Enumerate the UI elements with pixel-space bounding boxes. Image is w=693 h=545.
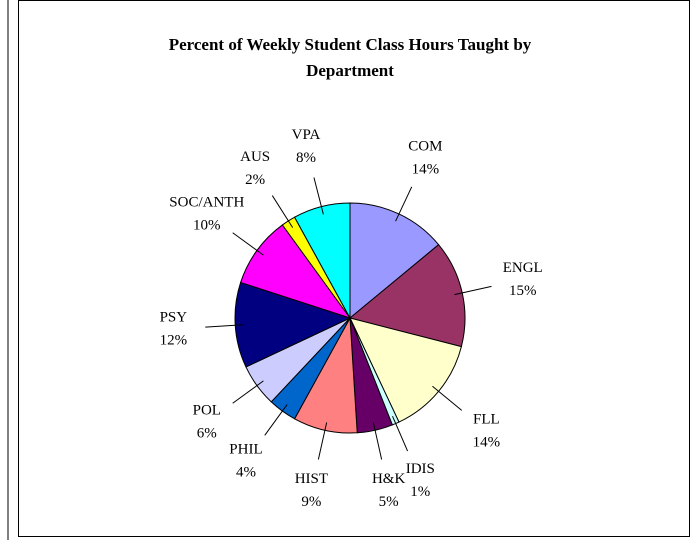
slice-value-label: 4% — [236, 465, 256, 481]
slice-value-label: 14% — [473, 434, 501, 450]
slice-value-label: 14% — [412, 161, 440, 177]
leader-line — [232, 380, 264, 404]
slice-value-label: 10% — [193, 217, 221, 233]
slice-value-label: 8% — [296, 150, 316, 166]
slice-label: SOC/ANTH — [169, 194, 244, 210]
leader-line — [264, 404, 288, 436]
slice-value-label: 12% — [160, 333, 188, 349]
leader-line — [372, 422, 383, 460]
slice-label: ENGL — [503, 260, 543, 276]
slice-label: H&K — [372, 471, 406, 487]
leader-line — [392, 416, 409, 452]
slice-label: PSY — [160, 310, 188, 326]
slice-label: AUS — [240, 149, 270, 165]
leader-line — [454, 285, 492, 296]
leader-line — [432, 385, 463, 411]
slice-value-label: 1% — [410, 484, 430, 500]
slice-label: PHIL — [229, 442, 262, 458]
leader-line — [271, 195, 294, 228]
chart-title: Department — [306, 61, 394, 80]
chart-title: Percent of Weekly Student Class Hours Ta… — [169, 35, 532, 54]
slice-value-label: 5% — [379, 494, 399, 510]
leader-line — [232, 232, 264, 256]
slice-label: HIST — [295, 471, 328, 487]
slice-label: VPA — [292, 127, 321, 143]
slice-label: IDIS — [406, 461, 435, 477]
leader-line — [317, 422, 328, 460]
slice-value-label: 6% — [197, 425, 217, 441]
slice-label: COM — [408, 138, 442, 154]
leader-line — [395, 186, 413, 222]
slice-value-label: 15% — [509, 283, 537, 299]
leader-line — [205, 324, 244, 328]
slice-label: FLL — [473, 411, 500, 427]
slice-value-label: 2% — [245, 172, 265, 188]
leader-line — [313, 177, 324, 215]
slice-label: POL — [193, 402, 221, 418]
slice-value-label: 9% — [301, 494, 321, 510]
